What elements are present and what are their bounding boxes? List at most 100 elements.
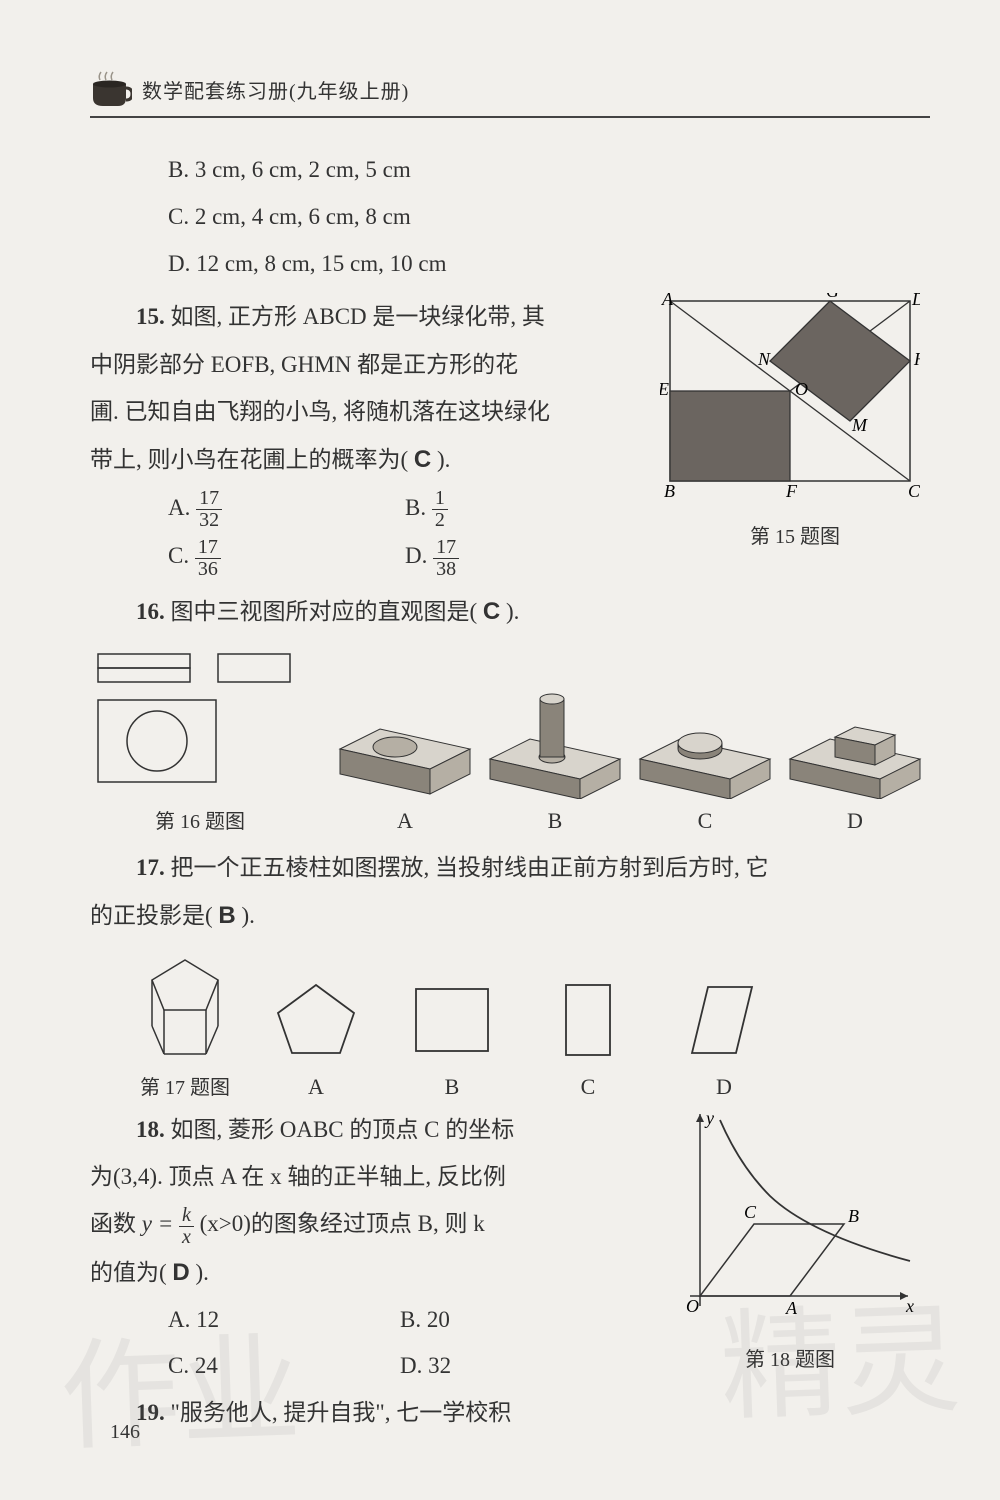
q15-c-label: C.: [168, 543, 189, 568]
svg-text:B: B: [848, 1206, 859, 1226]
svg-text:A: A: [661, 293, 674, 309]
q16-three-views: 第 16 题图: [90, 648, 310, 834]
svg-text:O: O: [795, 379, 808, 399]
q18-opt-a: A. 12: [168, 1297, 400, 1343]
q15-c-den: 36: [195, 559, 221, 580]
q15-c-num: 17: [195, 537, 221, 559]
q19-text: "服务他人, 提升自我", 七一学校积: [171, 1400, 512, 1425]
q16-answer: C: [483, 598, 500, 625]
svg-text:E: E: [660, 379, 669, 399]
q15-opt-b: B. 12: [405, 484, 642, 532]
q18-line2: 为(3,4). 顶点 A 在 x 轴的正半轴上, 反比例: [90, 1153, 632, 1200]
q18-yeq: y =: [142, 1211, 173, 1236]
q18-opt-d: D. 32: [400, 1343, 632, 1389]
q15-d-den: 38: [433, 559, 459, 580]
q17-opt-d: D: [674, 975, 774, 1100]
q18-options: A. 12 B. 20 C. 24 D. 32: [168, 1297, 632, 1389]
q15-opts-row2: C. 1736 D. 1738: [168, 532, 642, 580]
header-title: 数学配套练习册(九年级上册): [142, 75, 409, 104]
q18-k: k: [179, 1205, 194, 1227]
q18-line4: 的值为( D ).: [90, 1248, 632, 1297]
svg-text:G: G: [826, 293, 839, 301]
q15-opt-d: D. 1738: [405, 532, 642, 580]
q18-x: x: [179, 1227, 194, 1248]
q16-num: 16.: [136, 599, 165, 624]
q18-t3b: (x>0)的图象经过顶点 B, 则 k: [200, 1211, 485, 1236]
q16-opt-c: C: [630, 689, 780, 834]
q15-t5: ).: [437, 447, 450, 472]
q17-answer: B: [218, 902, 235, 929]
q17-tail: ).: [242, 903, 255, 928]
q18-t3a: 函数: [90, 1211, 142, 1236]
q19-num: 19.: [136, 1400, 165, 1425]
q16-opt-a: A: [330, 689, 480, 834]
q17-opt-b: B: [402, 975, 502, 1100]
q16-line: 16. 图中三视图所对应的直观图是( C ).: [90, 587, 930, 636]
svg-text:B: B: [664, 481, 675, 501]
q18-t4: 的值为(: [90, 1260, 167, 1285]
page-number: 146: [110, 1421, 140, 1444]
q18-opt-b: B. 20: [400, 1297, 632, 1343]
svg-text:x: x: [905, 1296, 914, 1316]
q16-c-label: C: [630, 808, 780, 834]
svg-text:D: D: [911, 293, 920, 309]
q16-opt-b: B: [480, 689, 630, 834]
q15-d-label: D.: [405, 543, 427, 568]
q16-d-label: D: [780, 808, 930, 834]
q17-b-label: B: [402, 1074, 502, 1100]
q15-opts-row1: A. 1732 B. 12: [168, 484, 642, 532]
q16-opt-d: D: [780, 689, 930, 834]
svg-text:H: H: [913, 349, 920, 369]
q18-caption: 第 18 题图: [650, 1343, 930, 1372]
opt-c: C. 2 cm, 4 cm, 6 cm, 8 cm: [168, 193, 930, 240]
q16-a-label: A: [330, 808, 480, 834]
q18-tail: ).: [196, 1260, 209, 1285]
svg-text:C: C: [908, 481, 920, 501]
q15-opt-a: A. 1732: [168, 484, 405, 532]
q15-block: 15. 如图, 正方形 ABCD 是一块绿化带, 其 中阴影部分 EOFB, G…: [90, 293, 930, 580]
q15-line1: 15. 如图, 正方形 ABCD 是一块绿化带, 其: [90, 293, 642, 340]
q18-t1: 如图, 菱形 OABC 的顶点 C 的坐标: [171, 1117, 515, 1142]
q17-prism: 第 17 题图: [140, 954, 230, 1100]
q15-b-num: 1: [432, 488, 448, 510]
q15-t4: 带上, 则小鸟在花圃上的概率为(: [90, 447, 408, 472]
q15-figure: A G D N O H E M B F C 第 15 题图: [660, 293, 930, 538]
q17-t1: 把一个正五棱柱如图摆放, 当投射线由正前方射到后方时, 它: [171, 855, 769, 880]
q16-b-label: B: [480, 808, 630, 834]
q17-num: 17.: [136, 855, 165, 880]
q16-figures: 第 16 题图 A: [90, 648, 930, 834]
q18-line3: 函数 y = kx (x>0)的图象经过顶点 B, 则 k: [90, 1200, 632, 1247]
q15-answer: C: [414, 446, 431, 473]
q18-answer: D: [172, 1259, 189, 1286]
svg-text:y: y: [704, 1108, 714, 1128]
q15-line3: 圃. 已知自由飞翔的小鸟, 将随机落在这块绿化: [90, 388, 642, 435]
q16-caption: 第 16 题图: [90, 805, 310, 834]
q17-figures: 第 17 题图 A B C D: [140, 954, 930, 1100]
opt-b: B. 3 cm, 6 cm, 2 cm, 5 cm: [168, 146, 930, 193]
svg-text:N: N: [757, 349, 771, 369]
q15-opt-c: C. 1736: [168, 532, 405, 580]
svg-text:C: C: [744, 1202, 757, 1222]
q17-opt-c: C: [538, 975, 638, 1100]
svg-text:F: F: [785, 481, 798, 501]
q15-t1: 如图, 正方形 ABCD 是一块绿化带, 其: [171, 304, 545, 329]
q15-d-num: 17: [433, 537, 459, 559]
q15-a-num: 17: [196, 488, 222, 510]
q17-caption: 第 17 题图: [140, 1071, 230, 1100]
q17-line1: 17. 把一个正五棱柱如图摆放, 当投射线由正前方射到后方时, 它: [90, 844, 930, 891]
q15-line2: 中阴影部分 EOFB, GHMN 都是正方形的花: [90, 341, 642, 388]
q16-options: A B: [330, 689, 930, 834]
q17-line2: 的正投影是( B ).: [90, 891, 930, 940]
q18-block: 18. 如图, 菱形 OABC 的顶点 C 的坐标 为(3,4). 顶点 A 在…: [90, 1106, 930, 1436]
page-header: 数学配套练习册(九年级上册): [90, 70, 930, 118]
q18-num: 18.: [136, 1117, 165, 1142]
mug-icon: [90, 70, 132, 108]
q19-line: 19. "服务他人, 提升自我", 七一学校积: [90, 1389, 632, 1436]
q15-caption: 第 15 题图: [660, 520, 930, 549]
q17-opt-a: A: [266, 975, 366, 1100]
svg-text:M: M: [851, 415, 868, 435]
q17-d-label: D: [674, 1074, 774, 1100]
q18-figure: y x O A B C 第 18 题图: [650, 1106, 930, 1376]
q16-tail: ).: [506, 599, 519, 624]
q17-c-label: C: [538, 1074, 638, 1100]
